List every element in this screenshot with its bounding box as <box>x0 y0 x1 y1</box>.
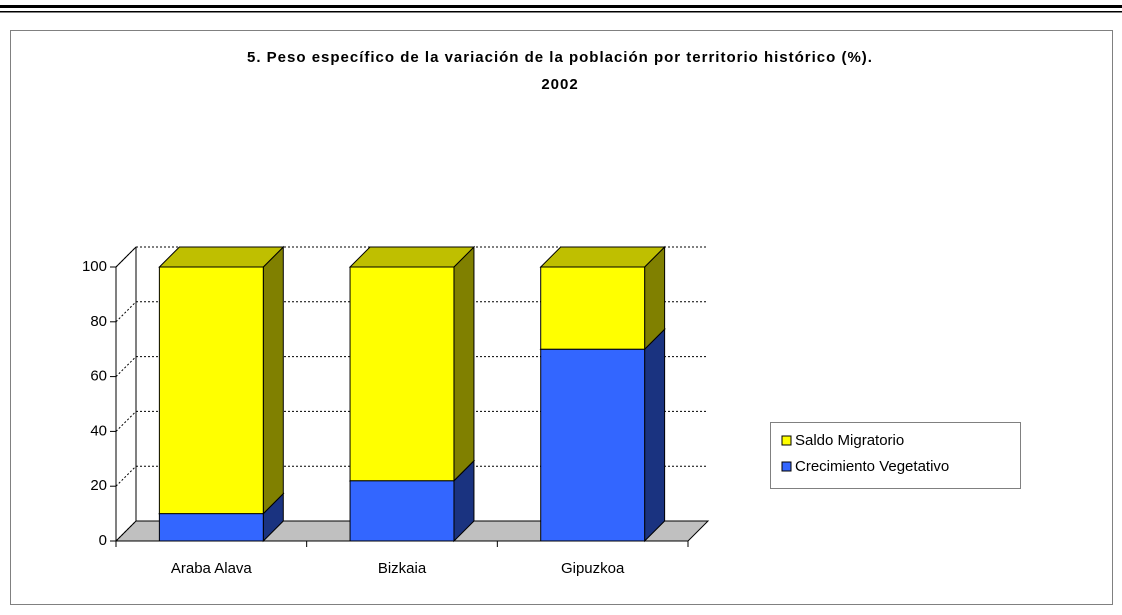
x-tick-label: Araba Alava <box>171 560 253 577</box>
bar-top <box>539 246 666 268</box>
top-rule <box>0 5 1122 8</box>
legend-label: Crecimiento Vegetativo <box>795 458 949 475</box>
legend-box <box>770 422 1021 489</box>
x-tick-label: Gipuzkoa <box>561 560 625 577</box>
chart-subtitle: 2002 <box>541 76 578 93</box>
bar <box>158 513 264 542</box>
bar <box>349 266 455 482</box>
y-tick-label: 60 <box>90 368 107 385</box>
legend-label: Saldo Migratorio <box>795 432 904 449</box>
bar-side <box>453 245 475 482</box>
bar-side <box>262 245 284 515</box>
x-tick-label: Bizkaia <box>378 560 427 577</box>
y-tick-label: 0 <box>99 532 107 549</box>
chart-border <box>10 30 1113 605</box>
bar <box>158 266 264 515</box>
chart-title: 5. Peso específico de la variación de la… <box>247 49 873 66</box>
bar <box>540 266 646 350</box>
grid-line <box>115 246 137 268</box>
y-tick-label: 80 <box>90 313 107 330</box>
y-tick-label: 100 <box>82 258 107 275</box>
bar-top <box>348 246 476 268</box>
legend-swatch <box>781 461 792 472</box>
grid-line <box>115 301 137 323</box>
y-tick-label: 40 <box>90 422 107 439</box>
bar <box>540 348 646 542</box>
grid-line <box>115 356 137 377</box>
top-rule <box>0 11 1122 13</box>
grid-line <box>115 465 137 487</box>
grid-line <box>115 520 137 542</box>
legend-swatch <box>781 435 792 446</box>
bar-top <box>158 246 285 268</box>
bar <box>349 480 455 542</box>
grid-line <box>115 411 137 432</box>
bar-side <box>644 327 666 543</box>
y-tick-label: 20 <box>90 477 107 494</box>
